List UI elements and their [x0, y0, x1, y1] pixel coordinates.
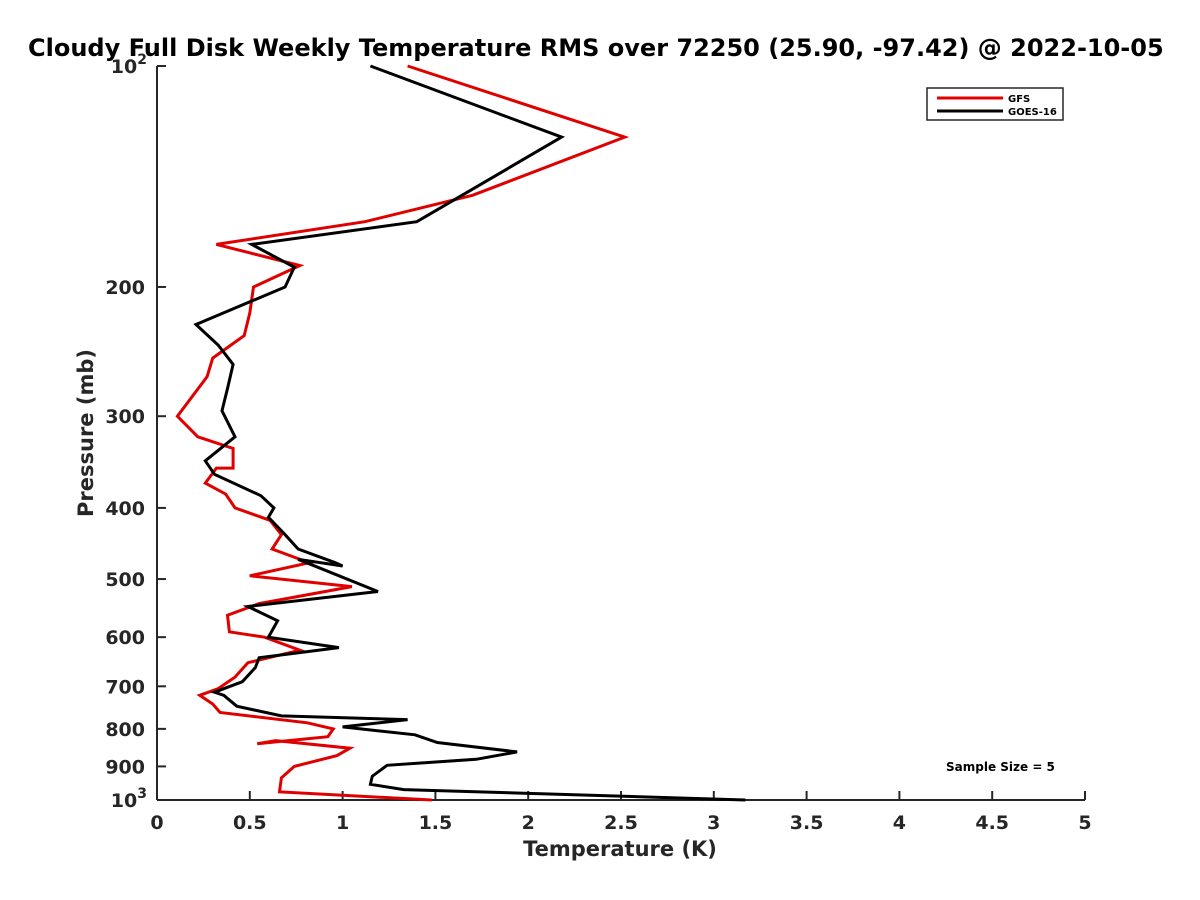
x-tick-label: 2.5 — [604, 812, 638, 834]
x-tick-label: 3.5 — [790, 812, 824, 834]
x-tick-label: 0 — [150, 812, 163, 834]
chart-title: Cloudy Full Disk Weekly Temperature RMS … — [28, 34, 1164, 62]
x-tick-label: 4.5 — [975, 812, 1009, 834]
x-tick-label: 1 — [336, 812, 349, 834]
y-tick-label: 102 — [111, 52, 147, 78]
y-tick-label: 900 — [105, 756, 145, 778]
x-tick-label: 4 — [893, 812, 906, 834]
x-tick-label: 5 — [1078, 812, 1091, 834]
y-tick-label: 400 — [105, 498, 145, 520]
y-tick-label: 600 — [105, 627, 145, 649]
x-tick-label: 3 — [707, 812, 720, 834]
y-tick-label: 200 — [105, 277, 145, 299]
y-tick-label: 800 — [105, 719, 145, 741]
y-tick-label: 500 — [105, 569, 145, 591]
series-line-goes-16 — [193, 64, 746, 802]
y-tick-label: 700 — [105, 676, 145, 698]
legend-box — [926, 87, 1064, 121]
legend-entry: GOES-16 — [1008, 107, 1057, 118]
plot-axes: 0 0.5 1 1.5 2 2.5 3 3.5 4 4.5 5 102 200 300 400 500 600 7… — [105, 52, 1091, 834]
y-axis-label: Pressure (mb) — [74, 349, 98, 517]
plot-series — [175, 64, 746, 802]
legend-entry: GFS — [1008, 94, 1030, 105]
series-line-gfs — [175, 64, 630, 802]
x-tick-label: 0.5 — [233, 812, 267, 834]
y-tick-label: 300 — [105, 406, 145, 428]
x-tick-label: 1.5 — [419, 812, 453, 834]
sample-size-annotation: Sample Size = 5 — [946, 760, 1055, 774]
x-tick-label: 2 — [522, 812, 535, 834]
legend: GFS GOES-16 — [926, 87, 1064, 121]
x-axis-label: Temperature (K) — [523, 837, 717, 861]
y-tick-label: 103 — [111, 786, 147, 812]
